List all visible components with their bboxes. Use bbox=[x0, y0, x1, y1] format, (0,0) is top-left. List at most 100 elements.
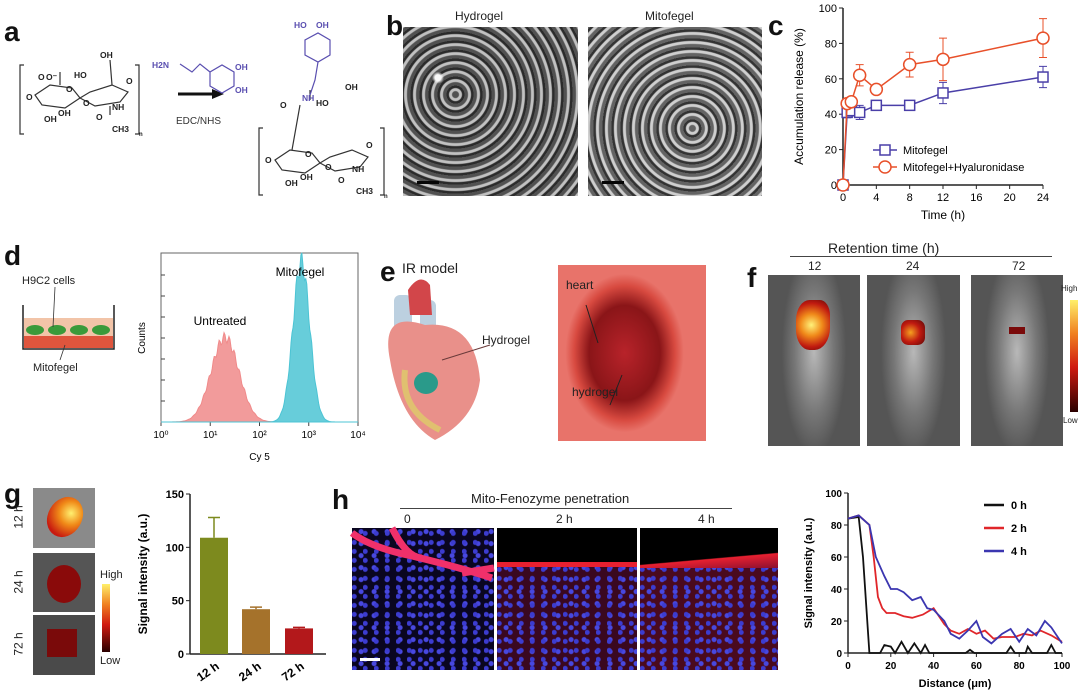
ivis-image-12h bbox=[768, 275, 860, 446]
y-tick-label: 60 bbox=[825, 74, 837, 86]
data-point bbox=[869, 82, 884, 97]
data-point bbox=[852, 68, 867, 83]
penetration-band bbox=[349, 526, 495, 661]
heart-image-24h bbox=[33, 553, 95, 612]
chem-n: n bbox=[139, 132, 143, 138]
chem-o: O bbox=[38, 72, 45, 82]
y-tick-label: 40 bbox=[825, 109, 837, 121]
error-bar bbox=[208, 516, 220, 538]
panel-label-h: h bbox=[332, 484, 350, 515]
x-tick-label: 10⁴ bbox=[350, 430, 365, 441]
x-tick-label: 40 bbox=[928, 661, 940, 672]
series-line-0 bbox=[847, 515, 1062, 655]
x-tick-label: 10⁰ bbox=[153, 430, 168, 441]
ivis-image-24h bbox=[867, 275, 960, 446]
bar bbox=[285, 628, 313, 654]
chem-h2n: H2N bbox=[152, 60, 169, 70]
y-tick-label: 20 bbox=[825, 145, 837, 157]
sem-title-hydrogel: Hydrogel bbox=[455, 9, 504, 23]
chem-oh: OH bbox=[235, 85, 248, 95]
series-line-2 bbox=[847, 514, 1063, 645]
x-tick-label: 10³ bbox=[302, 430, 317, 441]
penetration-band bbox=[497, 528, 637, 567]
y-tick-label: 80 bbox=[831, 521, 843, 532]
error-bar bbox=[250, 606, 262, 610]
chemical-scheme: OH O O⁻ HO O O O O OH OH NH O CH3 n H2N … bbox=[19, 20, 388, 200]
chem-link-o: O bbox=[325, 162, 332, 172]
x-tick-label: 0 bbox=[840, 192, 846, 204]
chem-ch3: CH3 bbox=[356, 186, 373, 196]
chem-oh: OH bbox=[285, 178, 298, 188]
error-bar bbox=[293, 626, 305, 629]
tissue-image-0h bbox=[349, 526, 495, 670]
data-point bbox=[1037, 71, 1049, 83]
y-tick-label: 80 bbox=[825, 38, 837, 50]
sem-title-mitofegel: Mitofegel bbox=[645, 9, 694, 23]
penetration-title: Mito-Fenozyme penetration bbox=[471, 491, 630, 506]
chem-ch3: CH3 bbox=[112, 124, 129, 134]
time-label: 12 bbox=[808, 259, 822, 273]
colorbar-low: Low bbox=[100, 655, 121, 667]
heart-image-12h bbox=[33, 488, 95, 548]
signal-spot bbox=[901, 320, 925, 345]
penetration-band bbox=[640, 528, 778, 568]
chem-ring-o: O bbox=[66, 84, 73, 94]
chem-nh: NH bbox=[352, 164, 364, 174]
data-point bbox=[844, 95, 859, 109]
chem-ring-o: O bbox=[126, 76, 133, 86]
signal-spot bbox=[47, 565, 81, 603]
reagent-label: EDC/NHS bbox=[176, 116, 221, 127]
well-schematic bbox=[22, 286, 115, 361]
x-axis-title: Distance (μm) bbox=[919, 678, 992, 690]
legend-marker bbox=[878, 160, 892, 174]
y-axis-title: Signal intensity (a.u.) bbox=[136, 514, 150, 635]
release-line-chart: 0 20 40 60 80 100 0 4 8 12 16 20 24 Time (h) Accumulat… bbox=[792, 3, 1050, 222]
panel-label-c: c bbox=[768, 10, 784, 41]
chem-nh-amide: NH bbox=[302, 93, 314, 103]
chem-ring-o: O bbox=[366, 140, 373, 150]
data-point bbox=[870, 99, 883, 112]
heart-photo: heart hydrogel bbox=[558, 265, 706, 441]
time-label: 0 bbox=[404, 512, 411, 526]
photo-hydrogel-label: hydrogel bbox=[572, 385, 619, 399]
x-tick-label: 16 bbox=[970, 192, 982, 204]
colorbar-low: Low bbox=[1063, 416, 1078, 425]
heart-illustration bbox=[388, 279, 491, 440]
y-tick-label: 100 bbox=[825, 489, 842, 500]
sem-image-mitofegel bbox=[588, 27, 762, 196]
tissue-image-2h bbox=[497, 528, 637, 670]
chem-o-minus: O⁻ bbox=[46, 72, 58, 82]
x-tick-label: 4 bbox=[873, 192, 879, 204]
data-point bbox=[902, 57, 917, 72]
chem-link-o: O bbox=[83, 98, 90, 108]
data-point bbox=[853, 106, 866, 119]
x-tick-label: 24 bbox=[1037, 192, 1049, 204]
x-tick-label: 20 bbox=[885, 661, 897, 672]
heart-image-72h bbox=[33, 615, 95, 675]
legend-label: 2 h bbox=[1011, 523, 1027, 535]
gel-label: Mitofegel bbox=[33, 362, 78, 374]
chem-o: O bbox=[280, 100, 287, 110]
x-axis-title: Cy 5 bbox=[249, 452, 270, 463]
bar bbox=[242, 609, 270, 654]
divider bbox=[400, 508, 732, 509]
data-point bbox=[936, 52, 950, 67]
legend-marker bbox=[879, 144, 891, 156]
chem-left-o: O bbox=[265, 155, 272, 165]
chem-ho: HO bbox=[316, 98, 329, 108]
histogram-label: Mitofegel bbox=[276, 265, 325, 279]
x-tick-label: 0 bbox=[845, 661, 851, 672]
chem-ring-o: O bbox=[305, 149, 312, 159]
legend-label: 0 h bbox=[1011, 500, 1027, 512]
scale-bar bbox=[602, 181, 624, 184]
panel-label-d: d bbox=[4, 240, 22, 271]
chem-ho: HO bbox=[294, 20, 307, 30]
y-tick-label: 0 bbox=[836, 649, 842, 660]
y-axis-title: Counts bbox=[137, 322, 148, 354]
y-tick-label: 100 bbox=[819, 3, 837, 15]
colorbar-high: High bbox=[100, 569, 123, 581]
y-tick-label: 20 bbox=[831, 617, 843, 628]
